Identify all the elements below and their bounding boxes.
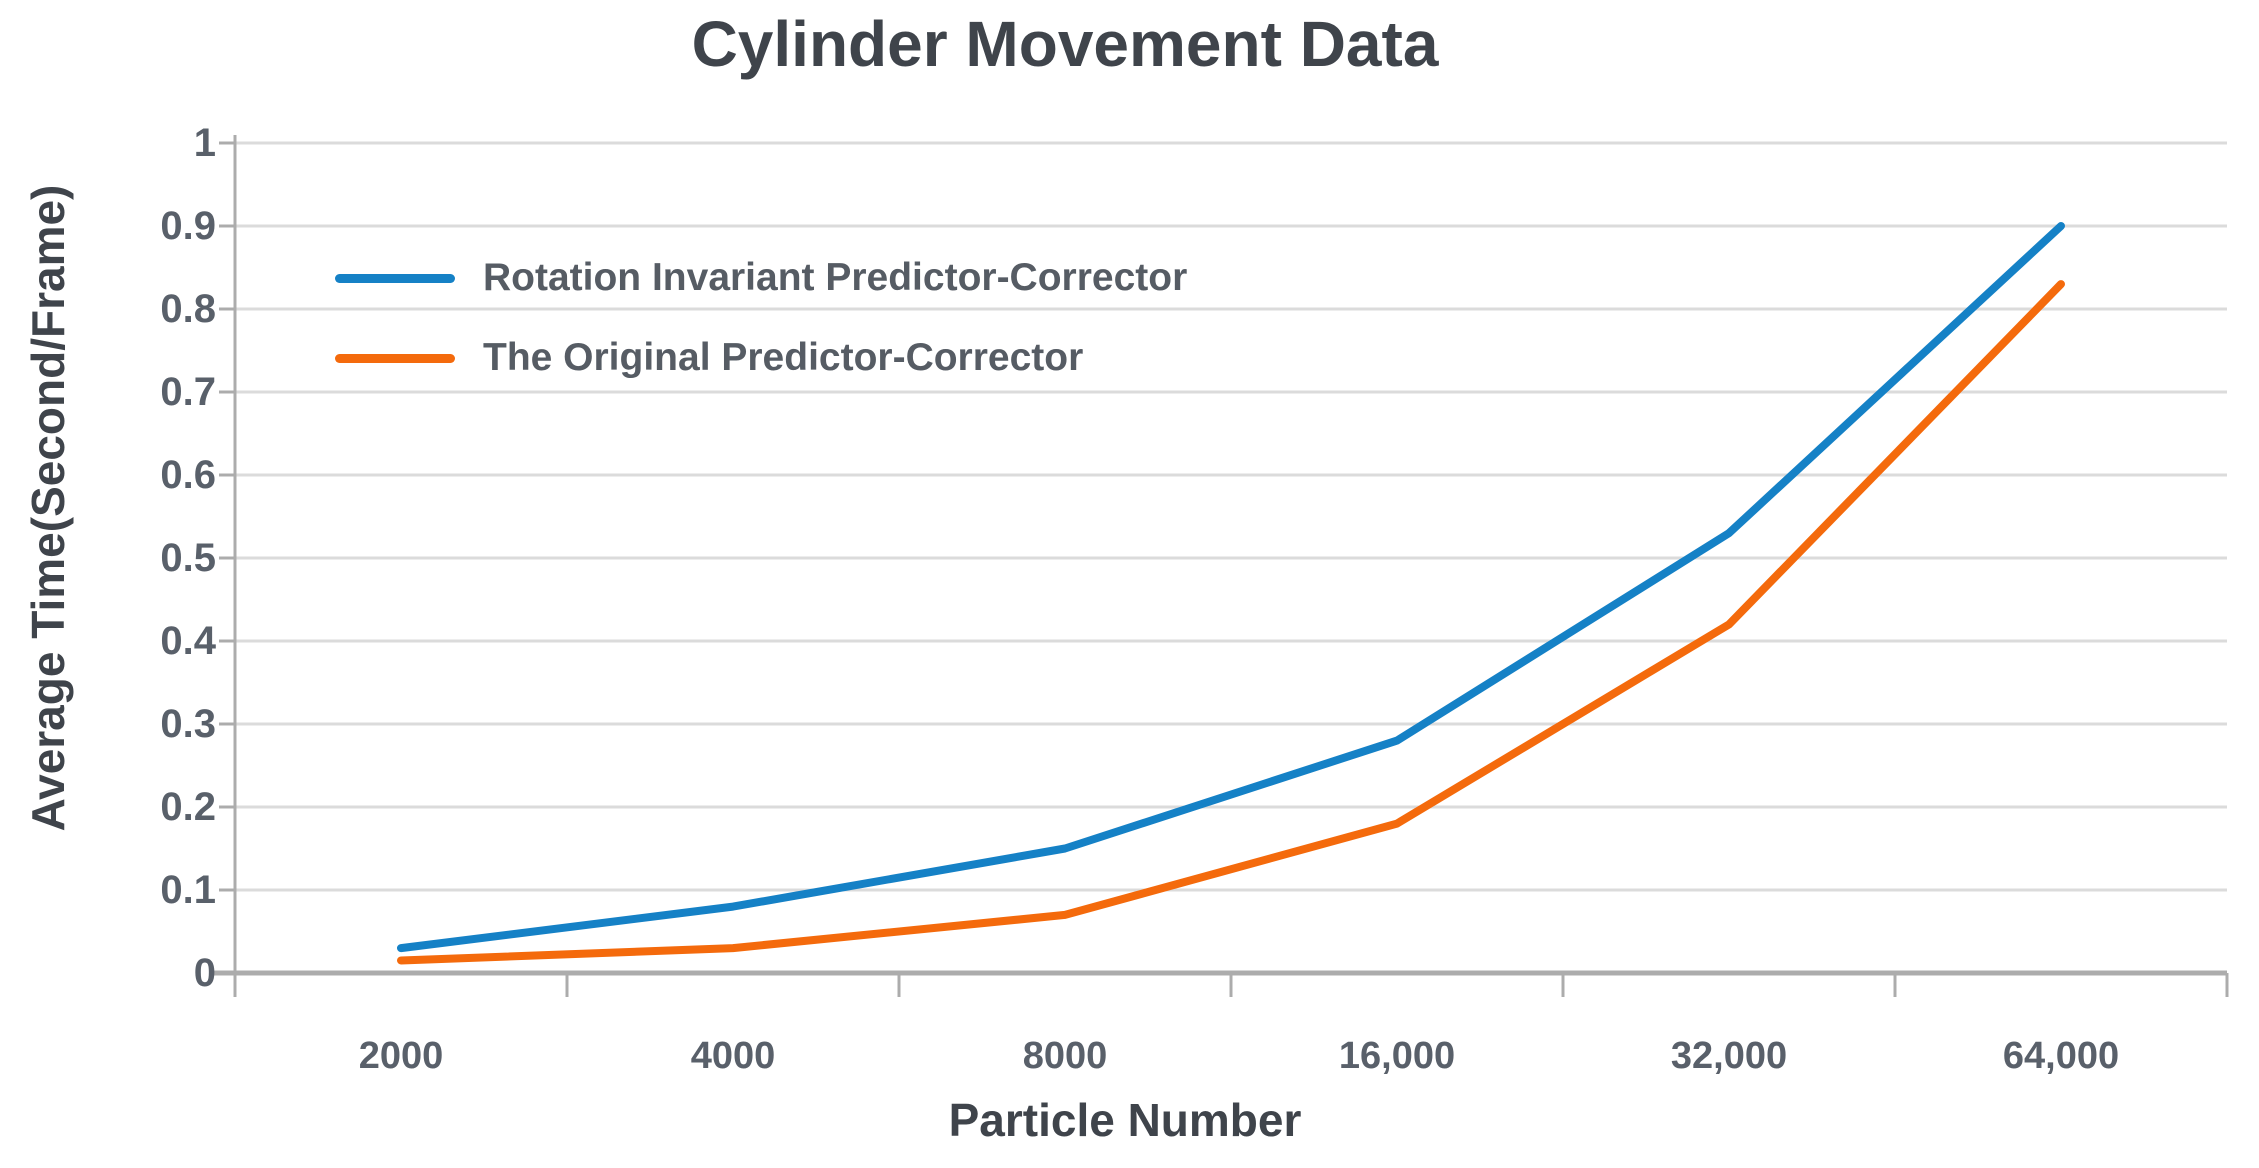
- y-tick-label: 0.4: [160, 619, 216, 663]
- series-line-the-original-predictor-corrector: [397, 280, 2065, 965]
- y-tick-label: 0.1: [160, 868, 216, 912]
- legend-item: Rotation Invariant Predictor-Corrector: [335, 256, 1187, 300]
- y-tick-label: 0: [193, 951, 216, 995]
- x-axis-title: Particle Number: [948, 1094, 1302, 1146]
- x-tick-label: 4000: [690, 1035, 776, 1077]
- x-tick-label: 16,000: [1338, 1035, 1456, 1077]
- y-tick-label: 0.2: [160, 785, 216, 829]
- legend-line-swatch: [335, 273, 455, 283]
- y-tick-label: 0.6: [160, 453, 216, 497]
- x-tick-label: 32,000: [1670, 1035, 1788, 1077]
- series-line-rotation-invariant-predictor-corrector: [397, 222, 2065, 953]
- y-tick-label: 0.3: [160, 702, 216, 746]
- legend-item: The Original Predictor-Corrector: [335, 336, 1083, 380]
- x-tick-label: 64,000: [2002, 1035, 2120, 1077]
- y-tick-label: 0.9: [160, 204, 216, 248]
- y-tick-label: 1: [193, 121, 216, 165]
- legend-line-swatch: [335, 353, 455, 363]
- legend-label: The Original Predictor-Corrector: [483, 336, 1084, 379]
- x-tick-label: 8000: [1022, 1035, 1108, 1077]
- y-tick-label: 0.8: [160, 287, 216, 331]
- x-tick-label: 2000: [358, 1035, 444, 1077]
- chart-title: Cylinder Movement Data: [691, 8, 1439, 80]
- y-tick-label: 0.7: [160, 370, 216, 414]
- y-tick-label: 0.5: [160, 536, 216, 580]
- legend-label: Rotation Invariant Predictor-Corrector: [483, 256, 1188, 299]
